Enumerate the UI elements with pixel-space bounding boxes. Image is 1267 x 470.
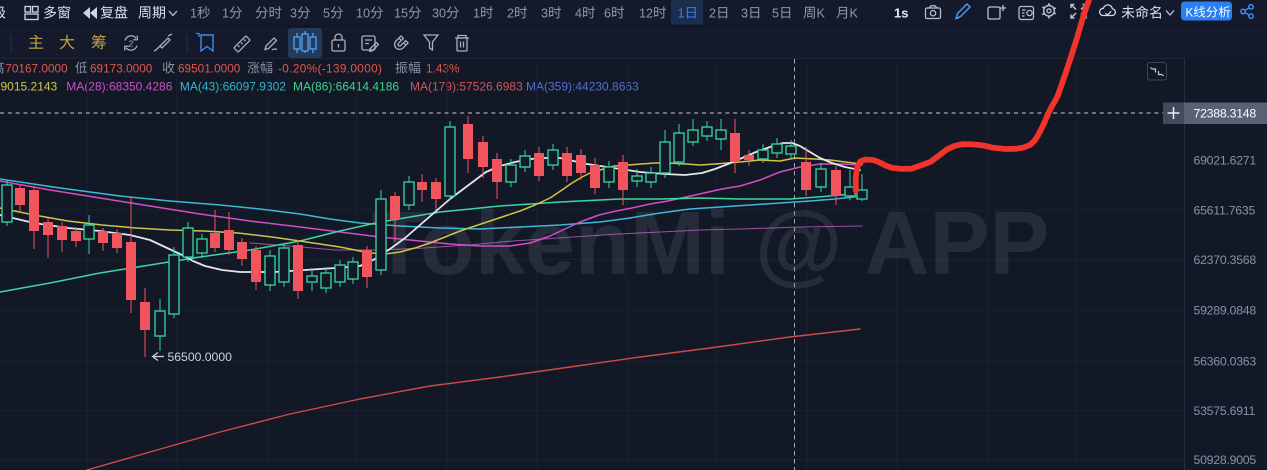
svg-text:MA(86):66414.4186: MA(86):66414.4186 [293, 80, 399, 94]
svg-text:1s: 1s [894, 6, 908, 21]
svg-text:10: 10 [356, 7, 370, 21]
svg-text:15: 15 [394, 7, 408, 21]
svg-text:1: 1 [222, 7, 229, 21]
svg-text:65611.7635: 65611.7635 [1194, 203, 1256, 217]
svg-text:2: 2 [507, 7, 514, 21]
svg-text:3: 3 [741, 7, 748, 21]
svg-text:MA(179):57526.6983: MA(179):57526.6983 [410, 80, 523, 94]
svg-text:59289.0848: 59289.0848 [1194, 303, 1257, 317]
svg-text:-0.20%(-139.0000): -0.20%(-139.0000) [278, 61, 382, 75]
svg-text:30: 30 [432, 7, 446, 21]
svg-text:2: 2 [129, 39, 134, 49]
svg-text:5: 5 [323, 7, 330, 21]
svg-text:5: 5 [772, 7, 779, 21]
svg-text:2: 2 [709, 7, 716, 21]
svg-text:K: K [850, 7, 859, 21]
svg-text:6: 6 [604, 7, 611, 21]
svg-text:MA(28):68350.4286: MA(28):68350.4286 [66, 80, 172, 94]
svg-text:K: K [1186, 7, 1194, 20]
svg-text:3: 3 [290, 7, 297, 21]
svg-text:1: 1 [473, 7, 480, 21]
svg-text:56360.0363: 56360.0363 [1194, 354, 1257, 368]
svg-text:69173.0000: 69173.0000 [90, 61, 153, 75]
svg-text:69021.6271: 69021.6271 [1194, 153, 1257, 167]
svg-text:1: 1 [190, 7, 197, 21]
svg-text:12: 12 [639, 7, 653, 21]
svg-text:62370.3568: 62370.3568 [1194, 253, 1257, 267]
svg-text:56500.0000: 56500.0000 [168, 350, 233, 364]
svg-text:69501.0000: 69501.0000 [178, 61, 241, 75]
svg-text:1.43%: 1.43% [426, 61, 460, 75]
svg-text:72388.3148: 72388.3148 [1194, 107, 1257, 121]
svg-text:MA(359):44230.8663: MA(359):44230.8663 [526, 80, 639, 94]
svg-text:4: 4 [575, 7, 582, 21]
svg-text:70167.0000: 70167.0000 [5, 61, 68, 75]
svg-text:69015.2143: 69015.2143 [0, 80, 58, 94]
svg-text:50928.9005: 50928.9005 [1194, 453, 1257, 467]
svg-text:K: K [817, 7, 826, 21]
svg-text:3: 3 [541, 7, 548, 21]
svg-text:53575.6911: 53575.6911 [1194, 404, 1256, 418]
svg-text:MA(43):66097.9302: MA(43):66097.9302 [180, 80, 286, 94]
svg-text:1: 1 [678, 7, 685, 21]
